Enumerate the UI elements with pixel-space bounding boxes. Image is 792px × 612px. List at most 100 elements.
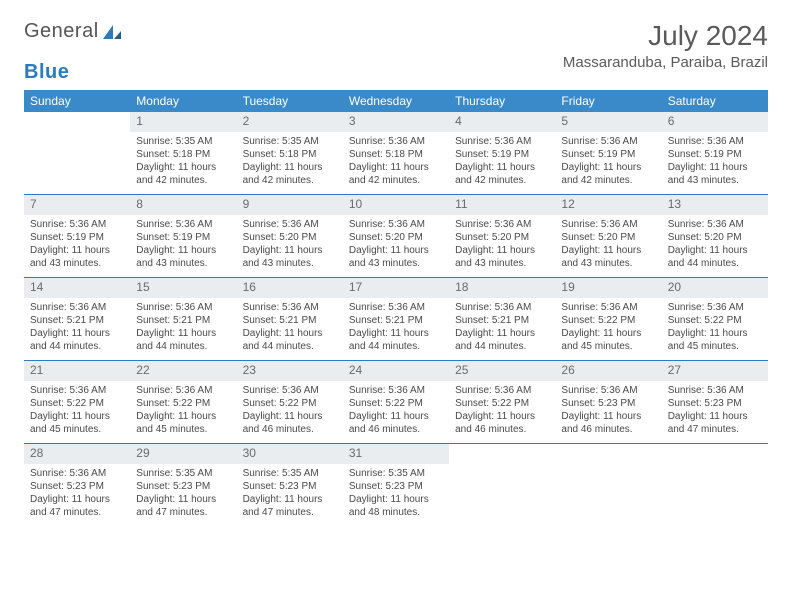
day-details: Sunrise: 5:36 AMSunset: 5:19 PMDaylight:…: [130, 215, 236, 274]
calendar-cell: 12Sunrise: 5:36 AMSunset: 5:20 PMDayligh…: [555, 195, 661, 278]
sunrise-text: Sunrise: 5:36 AM: [349, 301, 443, 314]
calendar-cell: 5Sunrise: 5:36 AMSunset: 5:19 PMDaylight…: [555, 112, 661, 195]
day-details: Sunrise: 5:35 AMSunset: 5:23 PMDaylight:…: [237, 464, 343, 523]
calendar-cell: 30Sunrise: 5:35 AMSunset: 5:23 PMDayligh…: [237, 444, 343, 527]
daylight-text: Daylight: 11 hours and 43 minutes.: [561, 244, 655, 270]
sunrise-text: Sunrise: 5:36 AM: [668, 384, 762, 397]
calendar-cell: 17Sunrise: 5:36 AMSunset: 5:21 PMDayligh…: [343, 278, 449, 361]
brand-word2: Blue: [24, 61, 69, 84]
day-number: 26: [555, 361, 661, 381]
location-text: Massaranduba, Paraiba, Brazil: [563, 54, 768, 71]
day-details: Sunrise: 5:36 AMSunset: 5:21 PMDaylight:…: [24, 298, 130, 357]
day-number: 22: [130, 361, 236, 381]
sunset-text: Sunset: 5:22 PM: [30, 397, 124, 410]
calendar-cell: 13Sunrise: 5:36 AMSunset: 5:20 PMDayligh…: [662, 195, 768, 278]
sunset-text: Sunset: 5:19 PM: [561, 148, 655, 161]
sunset-text: Sunset: 5:18 PM: [243, 148, 337, 161]
daylight-text: Daylight: 11 hours and 43 minutes.: [30, 244, 124, 270]
sunrise-text: Sunrise: 5:36 AM: [349, 218, 443, 231]
sunrise-text: Sunrise: 5:36 AM: [349, 135, 443, 148]
daylight-text: Daylight: 11 hours and 43 minutes.: [136, 244, 230, 270]
day-number: 6: [662, 112, 768, 132]
daylight-text: Daylight: 11 hours and 42 minutes.: [455, 161, 549, 187]
day-number: 25: [449, 361, 555, 381]
calendar-cell: 18Sunrise: 5:36 AMSunset: 5:21 PMDayligh…: [449, 278, 555, 361]
sunset-text: Sunset: 5:19 PM: [136, 231, 230, 244]
dow-tue: Tuesday: [237, 90, 343, 112]
day-details: Sunrise: 5:35 AMSunset: 5:23 PMDaylight:…: [343, 464, 449, 523]
day-details: Sunrise: 5:35 AMSunset: 5:18 PMDaylight:…: [130, 132, 236, 191]
day-number: 11: [449, 195, 555, 215]
sunrise-text: Sunrise: 5:36 AM: [30, 218, 124, 231]
calendar-cell: 26Sunrise: 5:36 AMSunset: 5:23 PMDayligh…: [555, 361, 661, 444]
dow-mon: Monday: [130, 90, 236, 112]
day-details: Sunrise: 5:36 AMSunset: 5:20 PMDaylight:…: [237, 215, 343, 274]
sunrise-text: Sunrise: 5:36 AM: [243, 384, 337, 397]
daylight-text: Daylight: 11 hours and 45 minutes.: [561, 327, 655, 353]
sunset-text: Sunset: 5:18 PM: [349, 148, 443, 161]
daylight-text: Daylight: 11 hours and 46 minutes.: [561, 410, 655, 436]
sunset-text: Sunset: 5:21 PM: [136, 314, 230, 327]
daylight-text: Daylight: 11 hours and 44 minutes.: [243, 327, 337, 353]
sunset-text: Sunset: 5:23 PM: [136, 480, 230, 493]
daylight-text: Daylight: 11 hours and 44 minutes.: [455, 327, 549, 353]
sunset-text: Sunset: 5:18 PM: [136, 148, 230, 161]
day-number: 3: [343, 112, 449, 132]
day-details: Sunrise: 5:36 AMSunset: 5:22 PMDaylight:…: [24, 381, 130, 440]
sunset-text: Sunset: 5:20 PM: [349, 231, 443, 244]
calendar-cell: [555, 444, 661, 527]
calendar-cell: 10Sunrise: 5:36 AMSunset: 5:20 PMDayligh…: [343, 195, 449, 278]
day-details: Sunrise: 5:36 AMSunset: 5:21 PMDaylight:…: [130, 298, 236, 357]
sunrise-text: Sunrise: 5:35 AM: [243, 135, 337, 148]
calendar-cell: 22Sunrise: 5:36 AMSunset: 5:22 PMDayligh…: [130, 361, 236, 444]
dow-sun: Sunday: [24, 90, 130, 112]
calendar-cell: [449, 444, 555, 527]
sunrise-text: Sunrise: 5:36 AM: [668, 301, 762, 314]
day-number: 4: [449, 112, 555, 132]
calendar-cell: 8Sunrise: 5:36 AMSunset: 5:19 PMDaylight…: [130, 195, 236, 278]
sunrise-text: Sunrise: 5:36 AM: [30, 467, 124, 480]
calendar-cell: 31Sunrise: 5:35 AMSunset: 5:23 PMDayligh…: [343, 444, 449, 527]
brand-word1: General: [24, 20, 99, 43]
day-details: Sunrise: 5:36 AMSunset: 5:22 PMDaylight:…: [237, 381, 343, 440]
calendar-cell: 21Sunrise: 5:36 AMSunset: 5:22 PMDayligh…: [24, 361, 130, 444]
month-title: July 2024: [563, 20, 768, 52]
sunrise-text: Sunrise: 5:36 AM: [561, 135, 655, 148]
day-details: Sunrise: 5:36 AMSunset: 5:19 PMDaylight:…: [662, 132, 768, 191]
daylight-text: Daylight: 11 hours and 43 minutes.: [668, 161, 762, 187]
sunrise-text: Sunrise: 5:35 AM: [243, 467, 337, 480]
calendar-week-row: 1Sunrise: 5:35 AMSunset: 5:18 PMDaylight…: [24, 112, 768, 195]
daylight-text: Daylight: 11 hours and 46 minutes.: [243, 410, 337, 436]
sunrise-text: Sunrise: 5:36 AM: [243, 218, 337, 231]
day-details: Sunrise: 5:36 AMSunset: 5:22 PMDaylight:…: [343, 381, 449, 440]
calendar-cell: 7Sunrise: 5:36 AMSunset: 5:19 PMDaylight…: [24, 195, 130, 278]
sunrise-text: Sunrise: 5:36 AM: [455, 135, 549, 148]
daylight-text: Daylight: 11 hours and 44 minutes.: [30, 327, 124, 353]
dow-sat: Saturday: [662, 90, 768, 112]
sunset-text: Sunset: 5:23 PM: [668, 397, 762, 410]
calendar-cell: 6Sunrise: 5:36 AMSunset: 5:19 PMDaylight…: [662, 112, 768, 195]
day-details: Sunrise: 5:36 AMSunset: 5:19 PMDaylight:…: [555, 132, 661, 191]
sunrise-text: Sunrise: 5:36 AM: [136, 218, 230, 231]
day-details: Sunrise: 5:36 AMSunset: 5:21 PMDaylight:…: [343, 298, 449, 357]
sunset-text: Sunset: 5:21 PM: [30, 314, 124, 327]
day-details: Sunrise: 5:35 AMSunset: 5:18 PMDaylight:…: [237, 132, 343, 191]
day-details: Sunrise: 5:36 AMSunset: 5:20 PMDaylight:…: [449, 215, 555, 274]
day-number: 27: [662, 361, 768, 381]
sunset-text: Sunset: 5:22 PM: [349, 397, 443, 410]
sunset-text: Sunset: 5:23 PM: [243, 480, 337, 493]
sunrise-text: Sunrise: 5:36 AM: [455, 384, 549, 397]
calendar-table: Sunday Monday Tuesday Wednesday Thursday…: [24, 90, 768, 526]
day-number: 18: [449, 278, 555, 298]
day-details: Sunrise: 5:36 AMSunset: 5:22 PMDaylight:…: [449, 381, 555, 440]
calendar-cell: [662, 444, 768, 527]
daylight-text: Daylight: 11 hours and 45 minutes.: [30, 410, 124, 436]
daylight-text: Daylight: 11 hours and 42 minutes.: [561, 161, 655, 187]
day-number: 16: [237, 278, 343, 298]
daylight-text: Daylight: 11 hours and 44 minutes.: [349, 327, 443, 353]
sunrise-text: Sunrise: 5:36 AM: [349, 384, 443, 397]
calendar-cell: 29Sunrise: 5:35 AMSunset: 5:23 PMDayligh…: [130, 444, 236, 527]
daylight-text: Daylight: 11 hours and 48 minutes.: [349, 493, 443, 519]
daylight-text: Daylight: 11 hours and 47 minutes.: [30, 493, 124, 519]
dow-fri: Friday: [555, 90, 661, 112]
